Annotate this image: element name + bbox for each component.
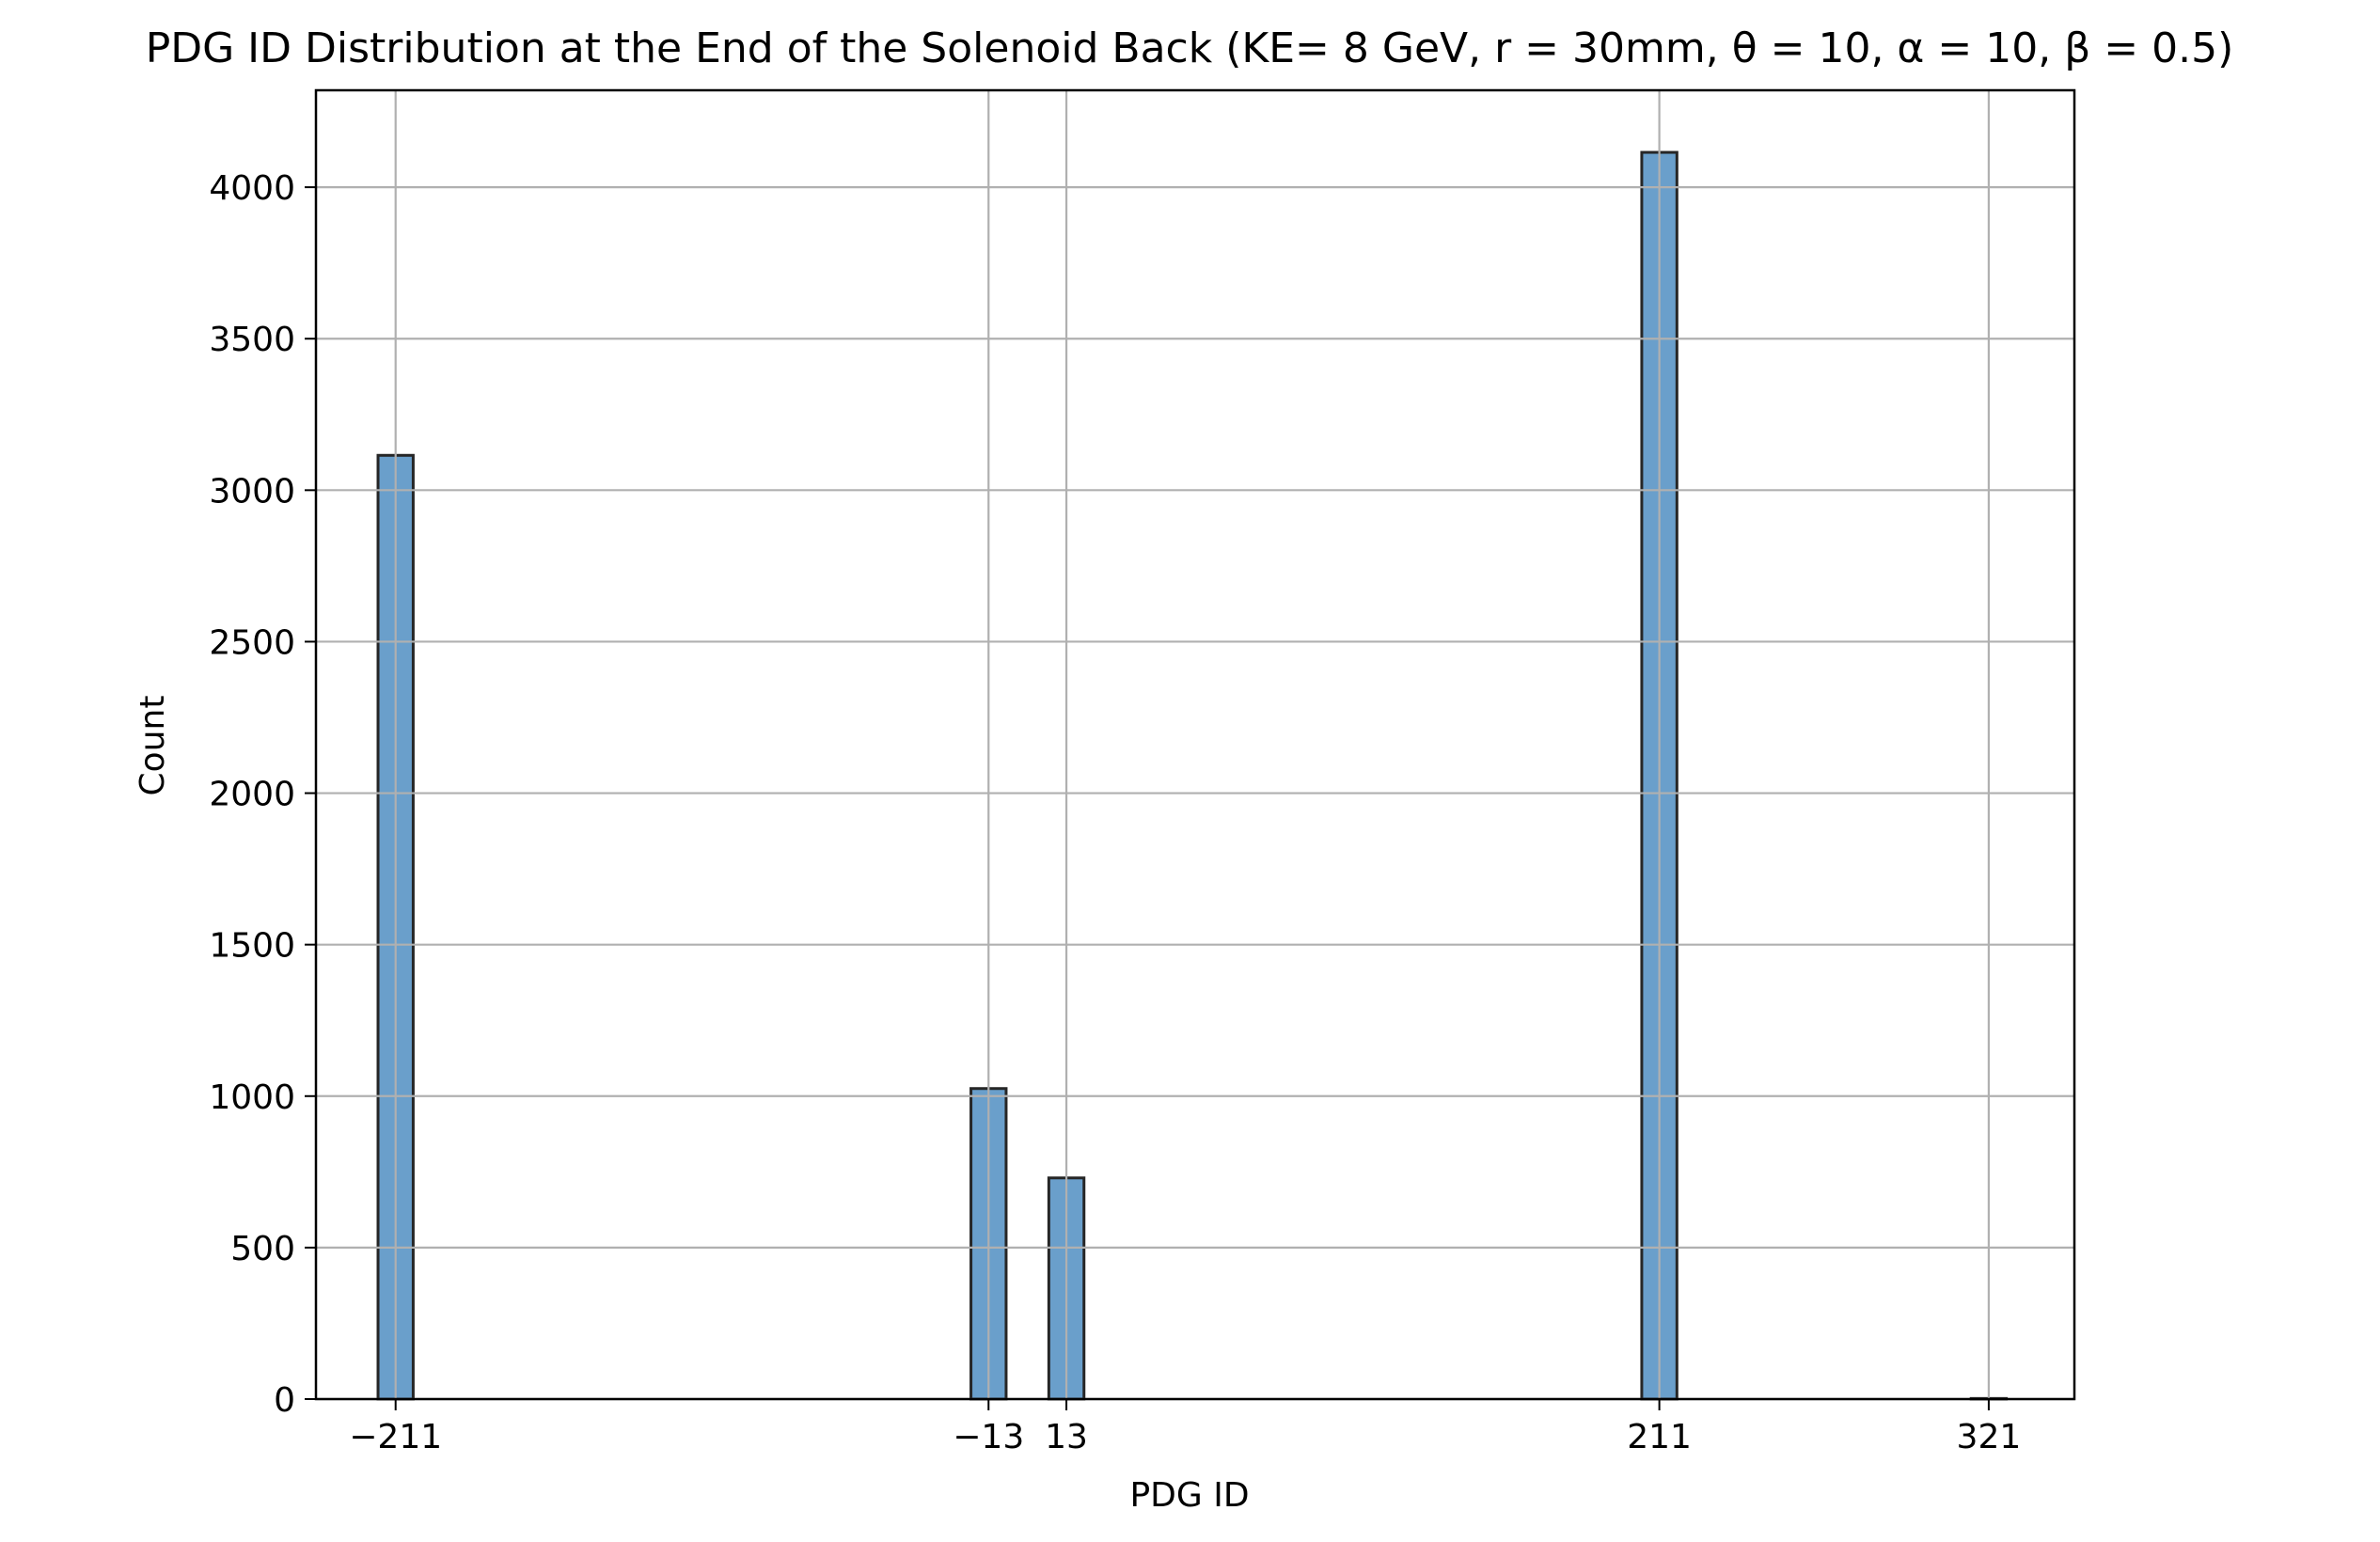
x-axis-label: PDG ID [1129,1476,1249,1515]
y-tick-label: 3000 [209,472,295,511]
chart-title: PDG ID Distribution at the End of the So… [146,24,2234,72]
y-axis-label: Count [134,696,172,796]
x-tick-label: 321 [1957,1418,2022,1456]
y-tick-label: 2500 [209,623,295,662]
y-tick-label: 0 [274,1381,295,1420]
x-tick-label: 211 [1627,1418,1692,1456]
y-tick-label: 500 [230,1230,295,1268]
x-tick-label: −211 [349,1418,442,1456]
x-tick-label: −13 [953,1418,1024,1456]
x-axis-ticks: −211 −13 13 211 321 [349,1399,2021,1456]
y-tick-label: 2000 [209,776,295,814]
plot-frame [314,88,2076,1401]
grid-lines [316,90,2074,1401]
y-tick-label: 3500 [209,321,295,359]
y-axis-ticks: 0 500 1000 1500 2000 2500 3000 3500 4000 [209,169,316,1420]
y-tick-label: 1000 [209,1078,295,1117]
x-tick-label: 13 [1045,1418,1088,1456]
y-tick-label: 1500 [209,927,295,966]
y-tick-label: 4000 [209,169,295,208]
